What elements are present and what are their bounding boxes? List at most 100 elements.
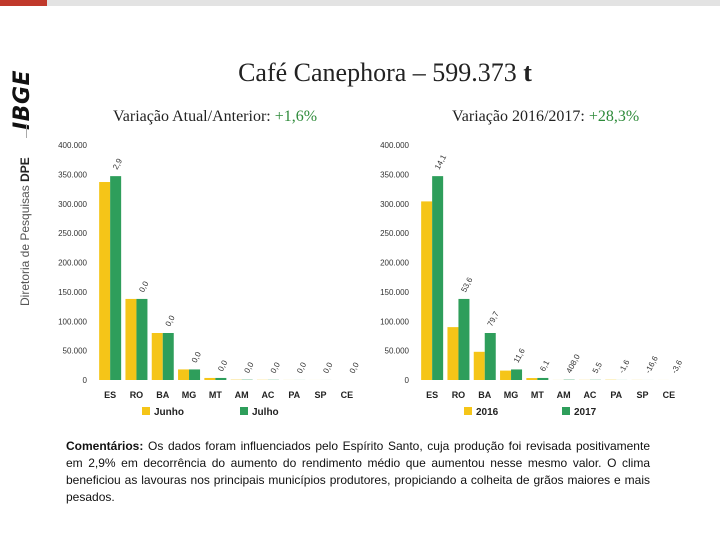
change-label: -3,6	[670, 358, 685, 375]
subtitle-left: Variação Atual/Anterior: +1,6%	[113, 108, 317, 126]
y-tick-label: 200.000	[380, 259, 409, 268]
bar-2016-MT	[526, 378, 538, 380]
change-label: 0,0	[348, 360, 361, 375]
x-tick-label: CE	[663, 390, 676, 400]
subtitle-left-value: +1,6%	[274, 108, 318, 125]
department-abbr: DPE	[18, 157, 32, 182]
y-tick-label: 250.000	[58, 229, 87, 238]
change-label: 0,0	[295, 360, 308, 375]
legend-swatch-2016	[464, 407, 472, 415]
bar-2016-BA	[473, 351, 485, 380]
bar-2016-MG	[500, 370, 512, 380]
legend-label: 2016	[476, 407, 499, 418]
x-tick-label: MG	[182, 390, 197, 400]
change-label: 0,0	[164, 313, 177, 328]
change-label: 14,1	[433, 153, 449, 171]
change-label: 0,0	[216, 358, 229, 373]
bar-2016-ES	[421, 201, 433, 380]
x-tick-label: SP	[637, 390, 649, 400]
bar-2017-MG	[511, 369, 523, 380]
change-label: 5,5	[591, 360, 604, 375]
legend-label: Junho	[154, 407, 184, 418]
y-tick-label: 150.000	[380, 288, 409, 297]
title-main: Café Canephora – 599.373	[238, 58, 517, 87]
x-tick-label: MT	[209, 390, 222, 400]
comment-label: Comentários:	[66, 439, 144, 453]
x-tick-label: MG	[504, 390, 519, 400]
y-tick-label: 350.000	[58, 170, 87, 179]
page-title: Café Canephora – 599.373 t	[0, 58, 720, 88]
bar-2017-ES	[432, 176, 444, 380]
x-tick-label: MT	[531, 390, 544, 400]
x-tick-label: SP	[315, 390, 327, 400]
y-tick-label: 0	[83, 376, 88, 385]
y-tick-label: 150.000	[58, 288, 87, 297]
change-label: 79,7	[486, 309, 502, 327]
x-tick-label: CE	[341, 390, 354, 400]
change-label: 408,0	[564, 352, 582, 374]
x-tick-label: BA	[156, 390, 169, 400]
title-unit: t	[523, 58, 532, 87]
x-tick-label: RO	[130, 390, 144, 400]
subtitle-right-value: +28,3%	[588, 108, 640, 125]
y-tick-label: 100.000	[58, 317, 87, 326]
change-label: -1,6	[617, 358, 632, 375]
change-label: 0,0	[321, 360, 334, 375]
bar-Junho-BA	[151, 333, 163, 380]
department-label: Diretoria de Pesquisas DPE	[18, 157, 32, 306]
x-tick-label: AC	[261, 390, 274, 400]
x-tick-label: AC	[583, 390, 596, 400]
change-label: 6,1	[538, 358, 551, 373]
legend-swatch-Julho	[240, 407, 248, 415]
comment-text: Os dados foram influenciados pelo Espíri…	[66, 439, 650, 504]
y-tick-label: 400.000	[58, 141, 87, 150]
y-tick-label: 300.000	[380, 200, 409, 209]
change-label: 0,0	[190, 350, 203, 365]
legend-swatch-2017	[562, 407, 570, 415]
x-tick-label: RO	[452, 390, 466, 400]
y-tick-label: 350.000	[380, 170, 409, 179]
y-tick-label: 300.000	[58, 200, 87, 209]
y-tick-label: 400.000	[380, 141, 409, 150]
bar-Junho-MT	[204, 377, 216, 380]
bar-Junho-ES	[99, 182, 111, 380]
y-tick-label: 100.000	[380, 317, 409, 326]
bar-2017-RO	[458, 298, 470, 380]
department-name: Diretoria de Pesquisas	[18, 185, 32, 306]
chart-2016-2017: 0 50.000 100.000 150.000 200.000 250.000 300.0…	[380, 141, 685, 418]
bar-Julho-MG	[189, 369, 201, 380]
comment-box: Comentários: Os dados foram influenciado…	[66, 438, 650, 506]
change-label: 0,0	[269, 360, 282, 375]
change-label: 11,6	[512, 346, 527, 364]
x-tick-label: BA	[478, 390, 491, 400]
sidebar: IBGE Diretoria de Pesquisas DPE	[0, 6, 47, 316]
change-label: 53,6	[459, 275, 475, 293]
change-label: 0,0	[137, 279, 150, 294]
change-label: 0,0	[242, 360, 255, 375]
subtitle-right-prefix: Variação 2016/2017:	[452, 108, 585, 125]
x-tick-label: AM	[557, 390, 571, 400]
chart-june-july: 0 50.000 100.000 150.000 200.000 250.000 300.0…	[58, 141, 361, 418]
x-tick-label: PA	[610, 390, 622, 400]
legend-swatch-Junho	[142, 407, 150, 415]
change-label: -16,6	[643, 354, 660, 375]
top-bar	[0, 0, 720, 6]
y-tick-label: 250.000	[380, 229, 409, 238]
sidebar-divider	[26, 124, 27, 138]
subtitle-right: Variação 2016/2017: +28,3%	[452, 108, 639, 126]
bar-Julho-BA	[162, 333, 174, 380]
bar-Junho-RO	[125, 298, 137, 380]
top-bar-accent	[0, 0, 47, 6]
bar-2017-MT	[537, 377, 549, 380]
bar-2016-RO	[447, 327, 459, 380]
bar-2017-BA	[484, 333, 496, 380]
legend-label: 2017	[574, 407, 597, 418]
bar-Julho-ES	[110, 176, 122, 380]
y-tick-label: 50.000	[63, 347, 88, 356]
bar-Junho-MG	[178, 369, 190, 380]
y-tick-label: 50.000	[385, 347, 410, 356]
legend-label: Julho	[252, 407, 279, 418]
change-label: 2,9	[111, 157, 124, 172]
bar-Julho-RO	[136, 298, 148, 380]
y-tick-label: 200.000	[58, 259, 87, 268]
